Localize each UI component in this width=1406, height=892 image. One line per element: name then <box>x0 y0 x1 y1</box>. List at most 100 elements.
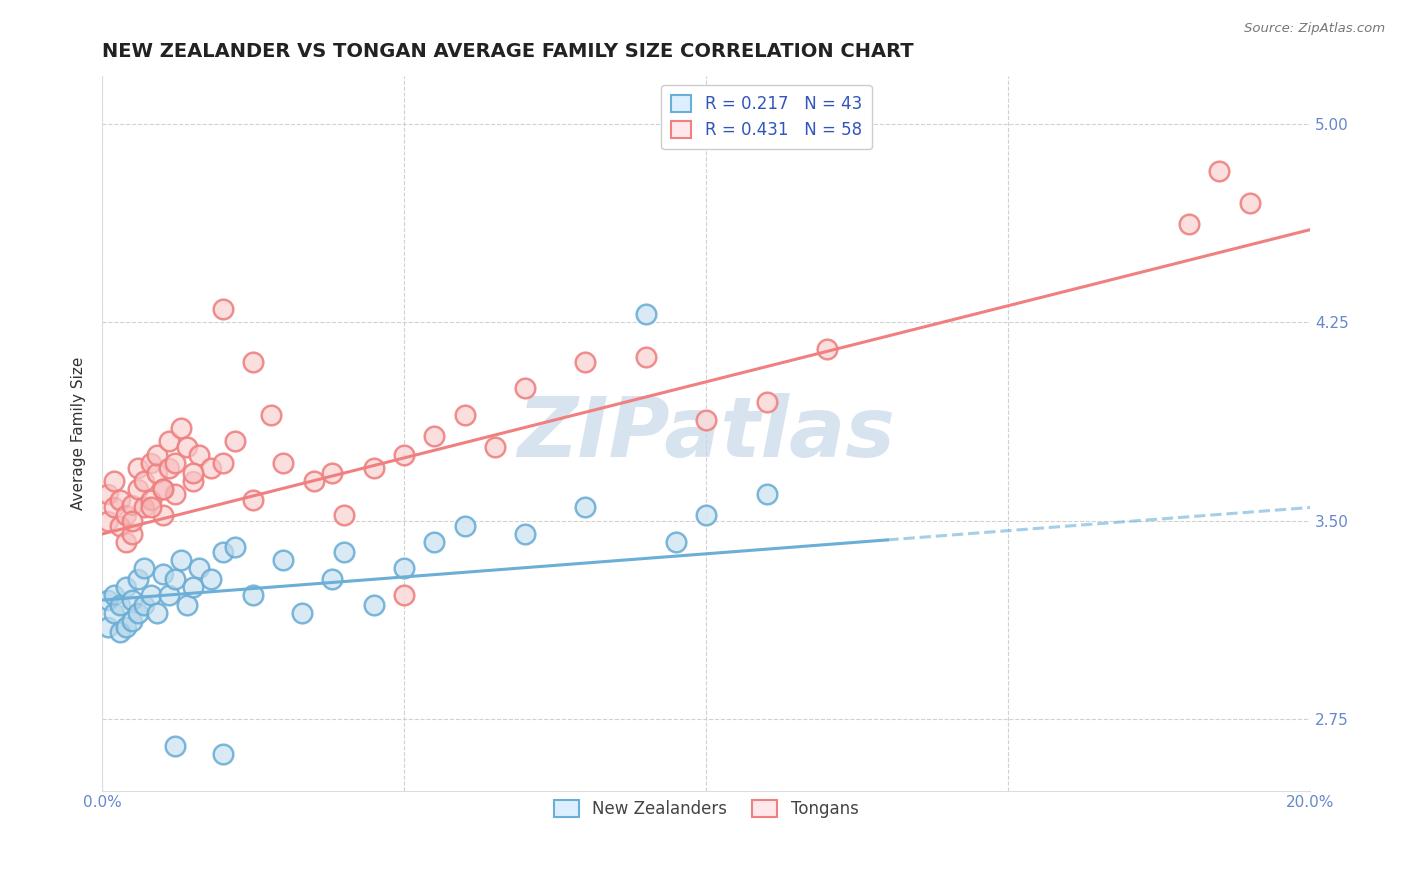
Point <box>121 498 143 512</box>
Point <box>1178 218 1201 232</box>
Point <box>200 572 222 586</box>
Point <box>139 588 162 602</box>
Point <box>453 519 475 533</box>
Point <box>163 572 186 586</box>
Point <box>145 607 167 621</box>
Point <box>163 456 186 470</box>
Point <box>513 381 536 395</box>
Point <box>695 413 717 427</box>
Point <box>634 350 657 364</box>
Point <box>187 448 209 462</box>
Point <box>103 588 125 602</box>
Point <box>1239 196 1261 211</box>
Point <box>224 540 246 554</box>
Point <box>145 607 167 621</box>
Point <box>187 448 209 462</box>
Point <box>242 588 264 602</box>
Point <box>97 487 120 501</box>
Point <box>152 482 174 496</box>
Point <box>170 421 193 435</box>
Point <box>392 561 415 575</box>
Point <box>163 487 186 501</box>
Point <box>176 440 198 454</box>
Point <box>260 408 283 422</box>
Point <box>115 580 138 594</box>
Point <box>302 474 325 488</box>
Text: NEW ZEALANDER VS TONGAN AVERAGE FAMILY SIZE CORRELATION CHART: NEW ZEALANDER VS TONGAN AVERAGE FAMILY S… <box>103 42 914 61</box>
Point <box>212 301 235 316</box>
Point <box>574 355 596 369</box>
Point <box>103 474 125 488</box>
Point <box>423 429 446 443</box>
Point <box>127 572 149 586</box>
Point <box>423 429 446 443</box>
Point <box>170 553 193 567</box>
Point <box>139 500 162 515</box>
Point <box>181 474 204 488</box>
Point <box>139 456 162 470</box>
Point <box>134 561 156 575</box>
Point <box>157 588 180 602</box>
Point <box>290 607 312 621</box>
Point <box>363 599 385 613</box>
Point <box>115 508 138 523</box>
Point <box>103 607 125 621</box>
Point <box>127 572 149 586</box>
Point <box>695 508 717 523</box>
Point <box>181 466 204 480</box>
Point <box>453 408 475 422</box>
Point <box>121 614 143 628</box>
Point <box>212 747 235 761</box>
Point <box>103 500 125 515</box>
Point <box>363 599 385 613</box>
Point <box>134 500 156 515</box>
Point <box>110 599 132 613</box>
Point <box>152 566 174 581</box>
Point <box>163 739 186 753</box>
Y-axis label: Average Family Size: Average Family Size <box>72 357 86 510</box>
Point <box>127 482 149 496</box>
Point <box>273 456 295 470</box>
Point <box>224 434 246 449</box>
Point <box>134 599 156 613</box>
Point <box>145 466 167 480</box>
Point <box>152 482 174 496</box>
Point <box>115 619 138 633</box>
Point <box>181 580 204 594</box>
Point <box>181 466 204 480</box>
Point <box>121 498 143 512</box>
Text: ZIPatlas: ZIPatlas <box>517 392 896 474</box>
Point <box>139 500 162 515</box>
Point <box>157 434 180 449</box>
Point <box>145 448 167 462</box>
Point <box>152 566 174 581</box>
Point <box>115 619 138 633</box>
Point <box>121 593 143 607</box>
Point <box>103 500 125 515</box>
Point <box>815 342 838 356</box>
Point <box>152 482 174 496</box>
Point <box>212 301 235 316</box>
Point <box>1208 164 1230 178</box>
Point <box>97 514 120 528</box>
Point <box>110 519 132 533</box>
Point <box>321 572 343 586</box>
Point <box>145 466 167 480</box>
Point <box>484 440 506 454</box>
Point <box>574 355 596 369</box>
Point <box>139 588 162 602</box>
Point <box>392 588 415 602</box>
Point <box>755 394 778 409</box>
Point <box>115 534 138 549</box>
Point <box>176 440 198 454</box>
Point <box>110 599 132 613</box>
Point <box>115 508 138 523</box>
Point <box>453 519 475 533</box>
Point <box>634 307 657 321</box>
Point <box>157 460 180 475</box>
Point <box>200 572 222 586</box>
Point <box>127 460 149 475</box>
Point <box>212 456 235 470</box>
Point <box>103 474 125 488</box>
Point <box>242 355 264 369</box>
